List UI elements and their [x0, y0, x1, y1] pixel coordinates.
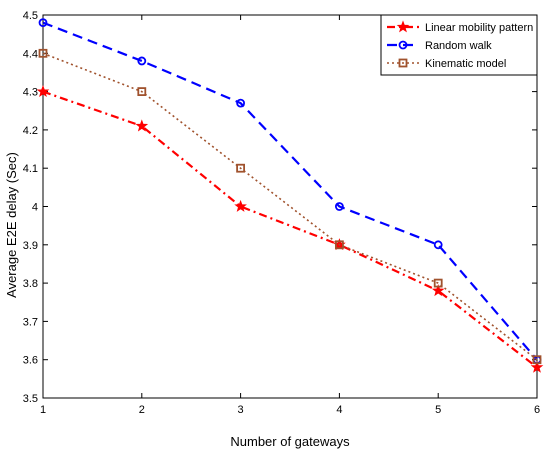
plot-frame [42, 14, 538, 399]
legend-item: Random walk [387, 40, 492, 52]
data-point [334, 202, 344, 211]
x-tick-label: 4 [336, 404, 342, 416]
data-point [135, 119, 149, 132]
y-tick-label: 3.9 [23, 240, 38, 252]
y-tick-label: 3.7 [23, 316, 38, 328]
data-point [334, 240, 344, 250]
legend-item: Linear mobility pattern [387, 20, 533, 34]
x-tick-label: 6 [534, 404, 540, 416]
legend-marker [396, 20, 410, 33]
data-point [532, 355, 542, 365]
x-tick-label: 3 [238, 404, 244, 416]
y-tick-label: 4.3 [23, 87, 38, 99]
data-point [236, 98, 246, 108]
x-tick-label: 5 [435, 404, 441, 416]
data-point [530, 360, 544, 373]
y-tick-label: 3.6 [23, 355, 38, 367]
legend-label: Random walk [425, 40, 492, 52]
data-point [433, 278, 443, 288]
y-tick-label: 3.5 [23, 393, 38, 405]
x-tick-label: 1 [40, 404, 46, 416]
y-tick-label: 4.4 [23, 48, 38, 60]
x-tick-label: 2 [139, 404, 145, 416]
legend: Linear mobility pattern Random walk Kinema… [380, 14, 538, 76]
axis-ticks: 1 2 3 4 5 6 3.5 3.6 3.7 3.8 3.9 4 4.1 4.2 4.3 4.4 4.5 [23, 10, 540, 416]
series-line [42, 21, 538, 361]
legend-marker [398, 40, 408, 50]
y-tick-label: 4.2 [23, 125, 38, 137]
series-layer [36, 18, 544, 373]
data-point [137, 87, 147, 96]
data-point [38, 48, 48, 58]
x-axis-label: Number of gateways [230, 434, 350, 449]
data-point [236, 163, 246, 173]
data-point [433, 240, 443, 250]
data-point [36, 84, 50, 97]
legend-label: Linear mobility pattern [425, 22, 533, 34]
plot-area [42, 14, 538, 399]
legend-label: Kinematic model [425, 58, 506, 70]
data-point [38, 18, 48, 28]
legend-item: Kinematic model [387, 58, 506, 70]
data-point [137, 56, 147, 66]
y-tick-label: 4.5 [23, 10, 38, 22]
legend-marker [398, 58, 408, 68]
y-tick-label: 4.1 [23, 163, 38, 175]
y-axis-label: Average E2E delay (Sec) [4, 152, 19, 298]
y-tick-label: 3.8 [23, 278, 38, 290]
series-2 [38, 48, 542, 365]
data-point [234, 199, 247, 212]
y-tick-label: 4 [32, 202, 38, 214]
data-point [431, 284, 445, 297]
